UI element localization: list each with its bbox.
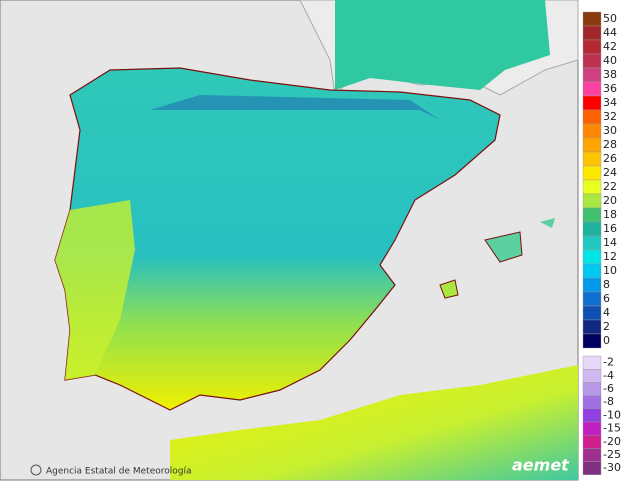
credit-text: Agencia Estatal de Meteorología [46,467,192,477]
ibiza [439,279,459,299]
legend-label: 36 [603,82,617,95]
legend-label: 0 [603,334,610,347]
legend-label: 14 [603,236,617,249]
legend-label: -2 [603,356,614,369]
legend-label: -25 [603,448,621,461]
legend-label: 26 [603,152,617,165]
legend-swatch [582,382,602,396]
credit: Agencia Estatal de Meteorología [30,464,192,477]
portugal-south [55,200,135,380]
legend-swatch [582,109,602,125]
legend-label: 42 [603,40,617,53]
mountains [150,95,440,120]
legend-label: -4 [603,369,614,382]
legend-swatch [582,277,602,293]
legend-swatch [582,11,602,27]
mallorca [484,231,523,263]
legend-swatch [582,95,602,111]
legend-swatch [582,369,602,383]
legend-label: -30 [603,461,621,474]
legend-label: 12 [603,250,617,263]
legend-swatch [582,319,602,335]
legend-swatch [582,193,602,209]
legend-label: 44 [603,26,617,39]
legend-swatch [582,263,602,279]
legend-label: 8 [603,278,610,291]
legend-label: -15 [603,422,621,435]
legend-label: 24 [603,166,617,179]
legend-swatch [582,333,602,349]
legend-swatch [582,305,602,321]
legend-label: -8 [603,395,614,408]
legend: 5044424038363432302826242220181614121086… [582,11,621,476]
legend-label: 40 [603,54,617,67]
legend-swatch [582,39,602,55]
legend-swatch [582,435,602,449]
legend-swatch [582,421,602,436]
legend-swatch [582,165,602,181]
legend-swatch [582,123,602,139]
legend-label: 18 [603,208,617,221]
legend-swatch [582,355,602,370]
map [0,0,579,481]
legend-swatch [582,249,602,265]
legend-label: -20 [603,435,621,448]
legend-swatch [582,235,602,251]
legend-swatch [582,221,602,237]
legend-swatch [582,151,602,167]
legend-label: 6 [603,292,610,305]
legend-label: 50 [603,12,617,25]
legend-label: -10 [603,408,621,421]
legend-label: 30 [603,124,617,137]
legend-swatch [582,207,602,223]
legend-label: 16 [603,222,617,235]
legend-label: 22 [603,180,617,193]
legend-swatch [582,395,602,410]
menorca [540,218,555,228]
legend-label: 4 [603,306,610,319]
legend-swatch [582,25,602,41]
legend-swatch [582,137,602,153]
legend-label: -6 [603,382,614,395]
legend-swatch [582,67,602,83]
africa [170,365,578,480]
copyright-icon [30,464,42,476]
legend-swatch [582,53,602,69]
legend-swatch [582,461,602,476]
legend-label: 2 [603,320,610,333]
legend-swatch [582,291,602,307]
legend-label: 28 [603,138,617,151]
legend-swatch [582,81,602,97]
france-south [335,0,550,90]
legend-swatch [582,448,602,462]
legend-label: 32 [603,110,617,123]
legend-label: 34 [603,96,617,109]
legend-label: 10 [603,264,617,277]
legend-label: 38 [603,68,617,81]
logo: aemet [512,456,570,475]
legend-swatch [582,408,602,423]
legend-label: 20 [603,194,617,207]
legend-swatch [582,179,602,195]
